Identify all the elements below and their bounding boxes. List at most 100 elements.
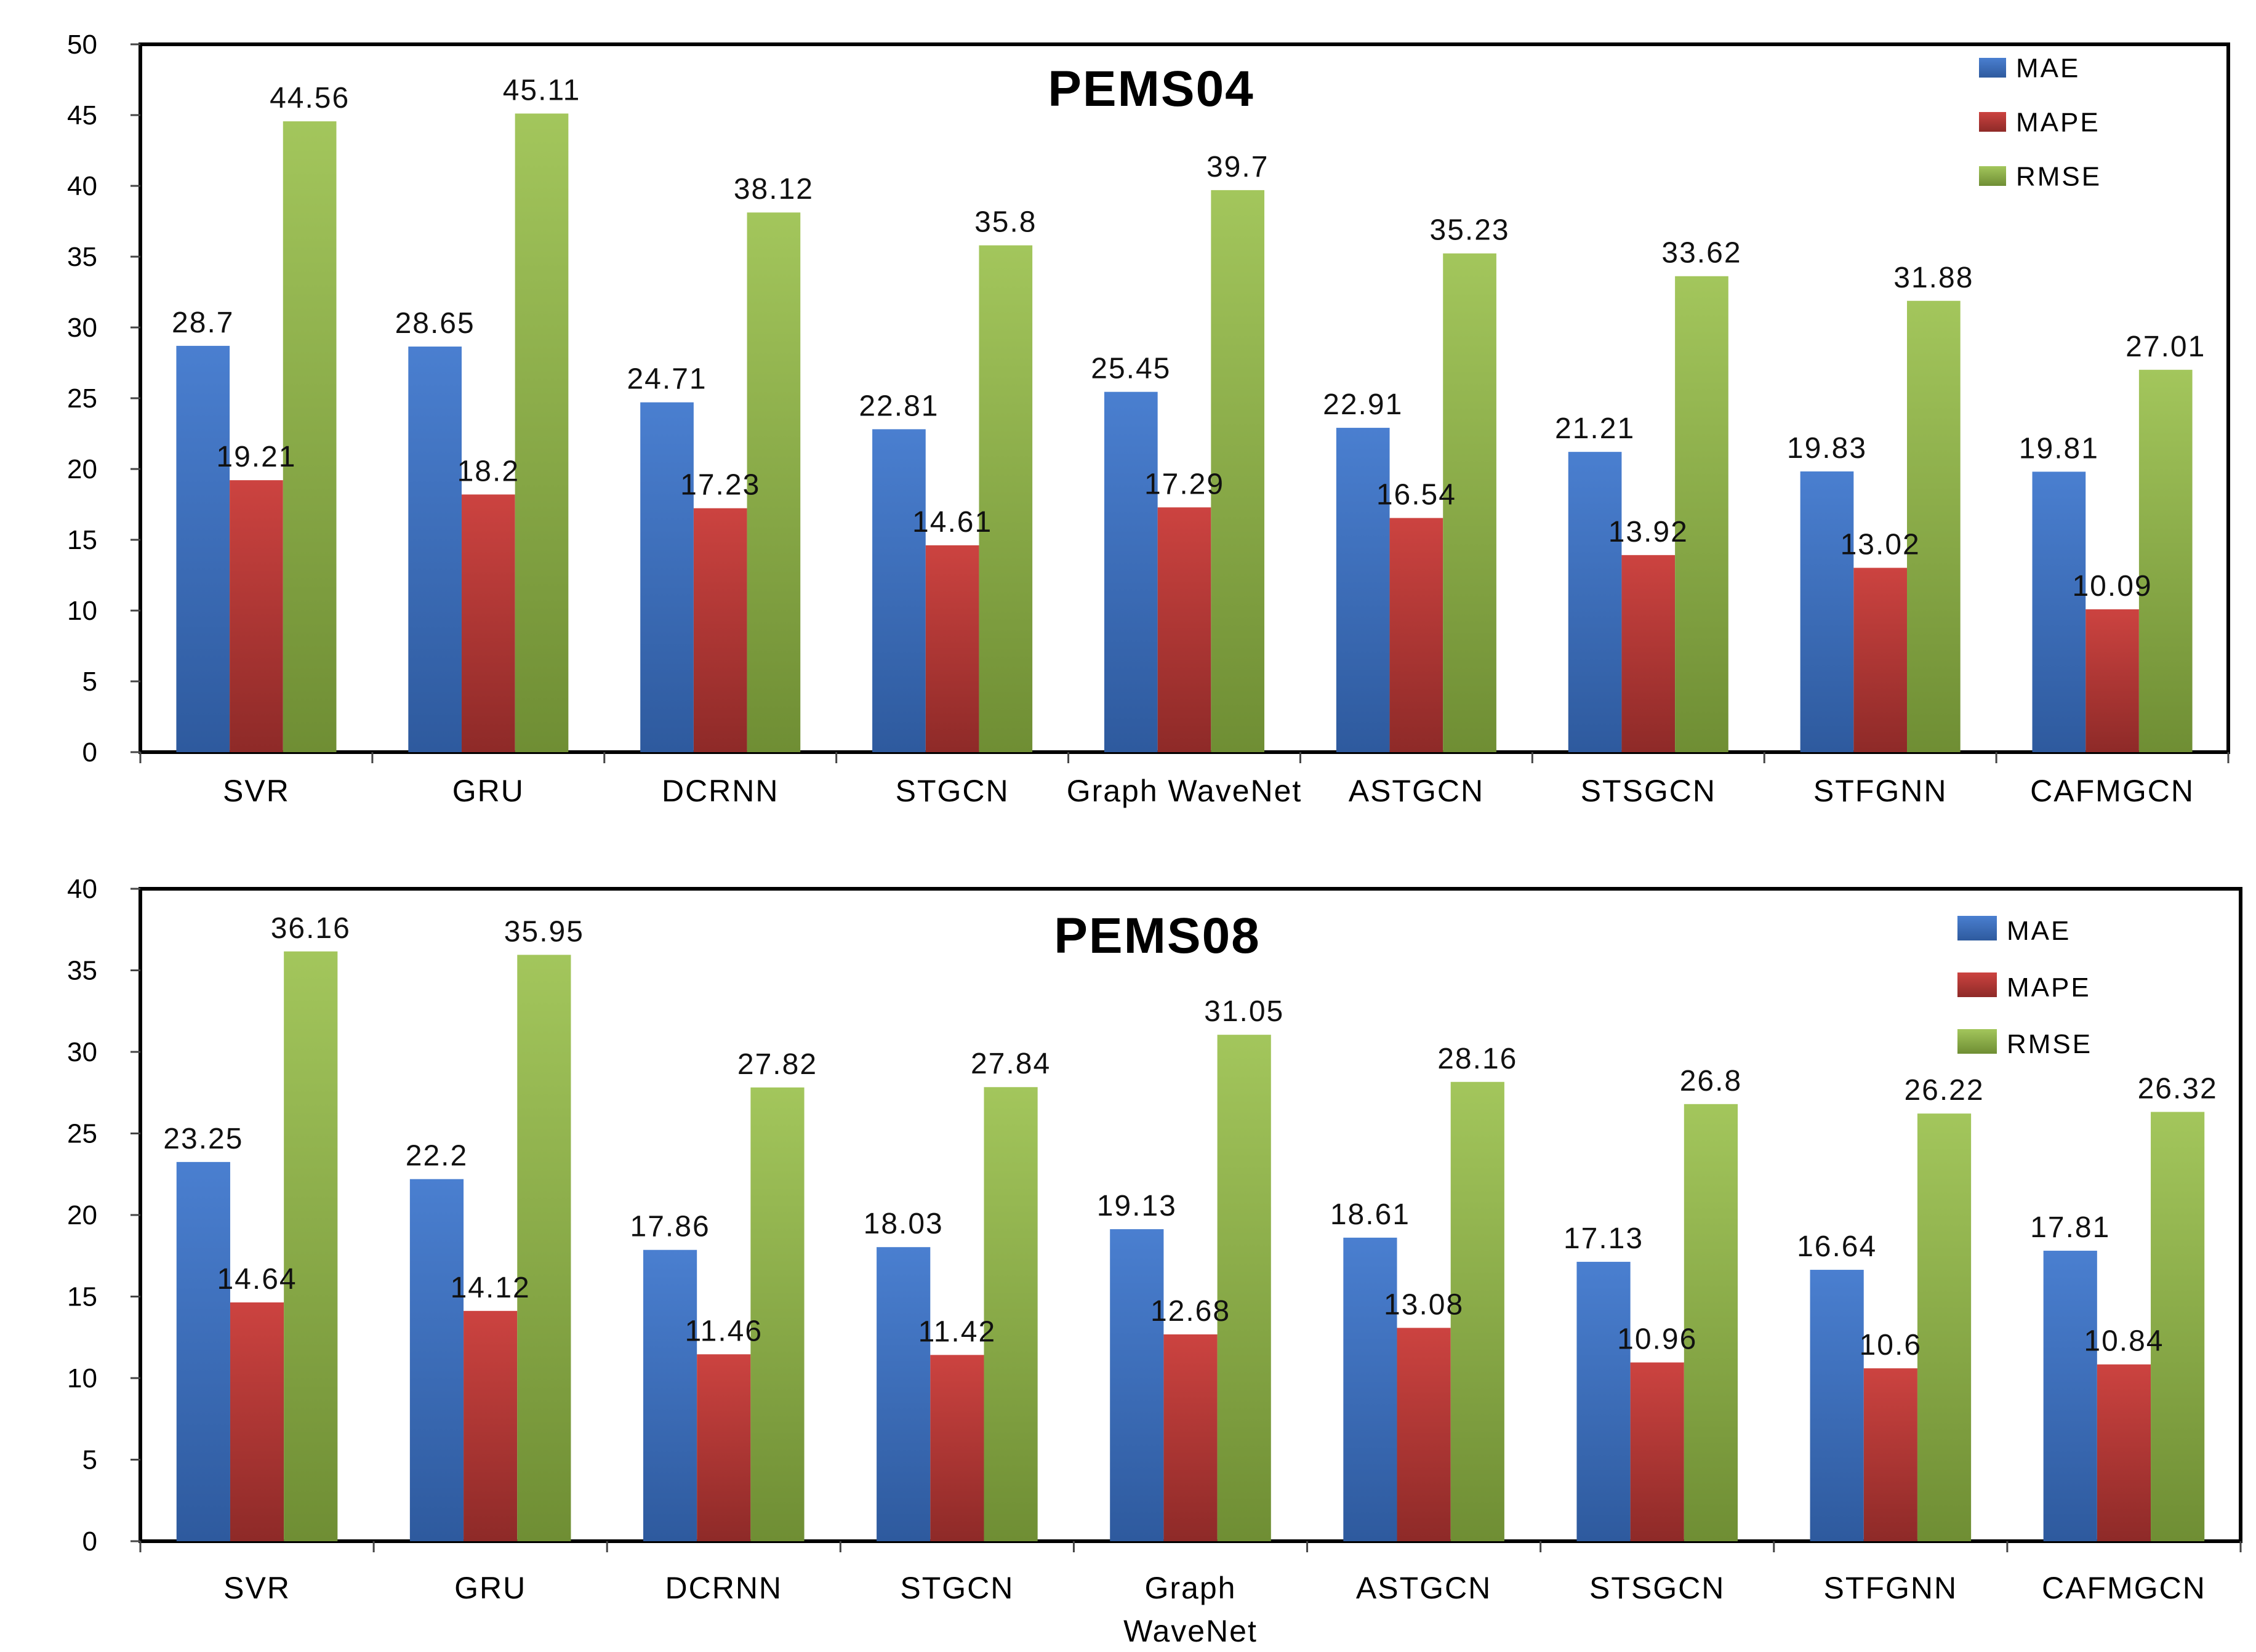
x-tick-label: DCRNN [662,774,779,808]
bar-mae-gru [409,1179,464,1541]
bar-mape-stfgnn [1853,567,1908,752]
x-axis: SVR GRU DCRNN STGCN Graph WaveNet ASTGCN STSGCN… [139,1541,2242,1648]
pems04-chart: 0 5 10 15 20 25 30 35 40 45 50 28.7 19.21 44.56 28.65 1… [67,30,2230,808]
bar-mae-astgcn [1343,1237,1397,1541]
x-tick-label: ASTGCN [1356,1571,1491,1605]
pems08-chart: 0 5 10 15 20 25 30 35 40 23.25 14.64 36.16 22.2 14.12… [67,874,2242,1648]
x-tick-label: CAFMGCN [2042,1571,2206,1605]
legend-label: RMSE [2016,161,2101,191]
x-axis: SVR GRU DCRNN STGCN Graph WaveNet ASTGCN STSGC… [139,752,2230,808]
legend-swatch [1957,972,1997,997]
data-label: 18.03 [864,1208,944,1240]
bar-rmse-cafmgcn [2138,369,2193,752]
bar-rmse-graph-wavenet [1211,190,1265,752]
bar-mae-astgcn [1336,428,1390,752]
data-label: 27.84 [971,1048,1051,1080]
data-label: 18.61 [1330,1198,1410,1231]
legend-item-mae: MAE [1979,53,2078,83]
bar-rmse-stsgcn [1675,276,1728,752]
x-tick-label: GRU [454,1571,526,1605]
legend-swatch [1957,1029,1997,1054]
bar-mae-graph-wavenet [1110,1229,1164,1541]
y-tick-label: 35 [67,956,97,986]
data-label: 17.86 [630,1211,710,1243]
bar-rmse-cafmgcn [2151,1112,2205,1541]
bar-rmse-stsgcn [1684,1104,1738,1541]
data-labels: 28.7 19.21 44.56 28.65 18.2 45.11 24.71 17.23 38… [172,74,2206,603]
data-label: 14.61 [912,506,992,539]
bar-rmse-stfgnn [1907,300,1961,752]
data-label: 31.05 [1204,995,1284,1028]
bar-rmse-svr [283,121,337,752]
data-label: 25.45 [1091,353,1171,385]
legend: MAE MAPE RMSE [1979,53,2101,191]
legend-label: RMSE [2007,1029,2092,1059]
y-tick-label: 0 [82,1526,97,1557]
data-label: 13.92 [1608,516,1688,548]
bar-mae-cafmgcn [2032,471,2086,752]
legend-swatch [1979,166,2006,186]
y-tick-label: 35 [67,242,97,272]
bar-mape-stsgcn [1630,1362,1684,1541]
data-label: 44.56 [270,82,350,114]
bar-mae-stsgcn [1576,1262,1631,1541]
bar-mae-dcrnn [643,1249,697,1541]
y-tick-label: 15 [67,1282,97,1312]
bar-rmse-stgcn [984,1087,1038,1541]
y-tick-label: 5 [82,667,97,697]
bars [176,113,2193,753]
bar-mape-graph-wavenet [1157,507,1211,752]
data-labels: 23.25 14.64 36.16 22.2 14.12 35.95 17.86 11.46 2… [163,912,2216,1361]
data-label: 45.11 [503,74,581,106]
bar-mae-stgcn [872,429,926,752]
x-tick-label: STSGCN [1581,774,1716,808]
bar-rmse-dcrnn [750,1087,805,1541]
data-label: 26.22 [1904,1074,1984,1107]
data-label: 28.7 [172,307,234,339]
legend-item-rmse: RMSE [1979,161,2101,191]
bars [176,951,2205,1541]
data-label: 17.13 [1564,1222,1644,1255]
bar-rmse-stgcn [979,245,1033,753]
bar-mae-gru [408,347,462,752]
y-tick-label: 25 [67,383,97,414]
data-label: 17.81 [2030,1211,2110,1244]
data-label: 22.2 [406,1140,468,1173]
y-tick-label: 50 [67,30,97,60]
data-label: 10.84 [2084,1325,2164,1358]
bar-mape-graph-wavenet [1163,1334,1218,1541]
data-label: 27.82 [737,1048,817,1081]
x-tick-label: DCRNN [665,1571,783,1605]
data-label: 22.81 [859,390,939,422]
legend-swatch [1957,916,1997,940]
bar-rmse-graph-wavenet [1217,1035,1271,1541]
chart-title: PEMS04 [1048,61,1254,117]
data-label: 10.6 [1860,1329,1922,1361]
bar-rmse-astgcn [1450,1081,1504,1541]
x-tick-label: Graph WaveNet [1123,1571,1258,1648]
bar-mape-stgcn [925,545,979,752]
y-tick-label: 15 [67,525,97,555]
data-label: 38.12 [734,173,814,206]
data-label: 39.7 [1206,151,1269,183]
bar-mape-gru [464,1310,518,1541]
y-tick-label: 30 [67,313,97,343]
bar-rmse-stfgnn [1917,1113,1972,1541]
data-label: 10.09 [2072,570,2152,603]
y-tick-label: 10 [67,596,97,626]
data-label: 13.08 [1384,1288,1464,1321]
data-label: 14.12 [451,1272,531,1304]
bar-rmse-dcrnn [747,212,801,752]
bar-rmse-svr [284,951,338,1541]
bar-rmse-gru [517,955,571,1541]
y-tick-label: 25 [67,1119,97,1149]
legend-swatch [1979,112,2006,132]
legend-label: MAE [2007,916,2071,946]
data-label: 27.01 [2126,331,2206,363]
data-label: 17.29 [1144,468,1224,500]
y-tick-label: 40 [67,171,97,201]
chart-title: PEMS08 [1054,908,1261,964]
data-label: 35.8 [974,206,1037,239]
legend: MAE MAPE RMSE [1957,916,2092,1059]
bar-mae-cafmgcn [2043,1251,2097,1541]
